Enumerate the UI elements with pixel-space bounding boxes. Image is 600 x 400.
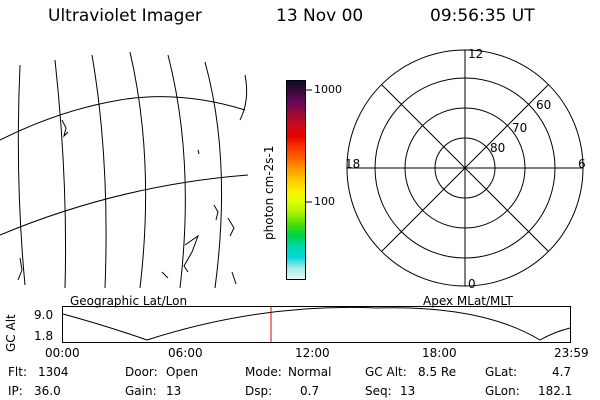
ip-label: IP: [8,384,23,398]
mlt-label-0: 0 [468,277,476,291]
mlt-label-6: 6 [578,157,586,171]
x-tick-2359: 23:59 [554,346,589,360]
gcalt-label: GC Alt: [365,365,407,379]
coastline [61,119,69,138]
geographic-map [0,51,249,289]
map-grid-line [17,64,26,286]
x-tick-1800: 18:00 [422,346,457,360]
mlat-label-70: 70 [512,121,528,135]
dsp-value: 0.7 [300,384,320,398]
mlat-label-60: 60 [536,98,552,112]
map-grid-line [54,59,67,289]
mode-value: Normal [288,365,332,379]
coastline [231,271,237,285]
x-tick-0600: 06:00 [168,346,203,360]
coastline [197,149,200,155]
door-value: Open [166,365,199,379]
mode-label: Mode: [245,365,282,379]
colorbar-ticks [306,89,312,203]
coastline [183,234,200,273]
gain-label: Gain: [125,384,157,398]
colorbar-tick-1000: 1000 [314,83,342,96]
altitude-ymin: 1.8 [34,329,54,343]
instrument-title: Ultraviolet Imager [48,6,202,26]
gcalt-value: 8.5 Re [418,365,457,379]
altitude-ymax: 9.0 [34,308,54,322]
flt-label: Flt: [8,365,27,379]
geographic-label: Geographic Lat/Lon [70,294,188,308]
map-grid-line [0,96,246,141]
glon-label: GLon: [485,384,520,398]
glon-value: 182.1 [538,384,573,398]
altitude-plot [62,306,571,343]
seq-value: 13 [400,384,416,398]
colorbar-unit-label: photon cm-2s-1 [262,145,276,241]
colorbar-tick-100: 100 [314,195,335,208]
x-tick-1200: 12:00 [295,346,330,360]
x-tick-0000: 00:00 [45,346,80,360]
time-label: 09:56:35 UT [430,6,535,26]
glat-label: GLat: [485,365,518,379]
coastline [17,257,23,281]
colorbar [286,80,306,280]
map-grid-line [204,61,223,289]
mlt-label-18: 18 [345,157,361,171]
coastline [227,217,235,237]
map-grid-line [239,74,248,121]
gain-value: 13 [166,384,182,398]
coastline [161,271,169,279]
flt-value: 1304 [38,365,69,379]
glat-value: 4.7 [552,365,572,379]
map-grid-line [167,54,186,289]
door-label: Door: [125,365,158,379]
coastline [213,204,219,221]
apex-label: Apex MLat/MLT [423,294,513,308]
altitude-ylabel: GC Alt [4,314,18,352]
dsp-label: Dsp: [245,384,273,398]
altitude-plot-frame [62,306,571,343]
colorbar-strip [286,80,306,280]
map-grid-line [129,51,147,289]
altitude-curve [62,306,571,341]
date-label: 13 Nov 00 [276,6,364,26]
ip-value: 36.0 [34,384,61,398]
map-grid-line [0,174,249,236]
mlat-label-80: 80 [490,141,506,155]
seq-label: Seq: [365,384,392,398]
mlt-label-12: 12 [468,47,484,61]
map-grid-line [91,54,107,289]
polar-diag [381,84,549,252]
polar-plot [346,49,584,287]
